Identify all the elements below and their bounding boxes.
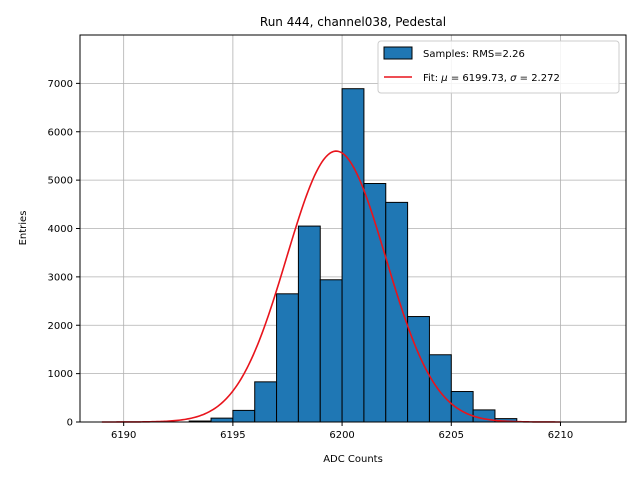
- legend-box: [377, 40, 620, 94]
- y-axis-ticks: 0 1000 2000 3000 4000 5000 6000 7000: [48, 79, 80, 429]
- chart-title: Run 444, channel038, Pedestal: [260, 15, 446, 29]
- legend-fit-label: Fit: μ = 6199.73, σ = 2.272: [423, 73, 560, 84]
- histogram-bar: [276, 293, 299, 423]
- x-tick-label: 6190: [111, 430, 136, 441]
- legend-samples-label: Samples: RMS=2.26: [423, 49, 525, 60]
- histogram-bar: [232, 409, 256, 423]
- histogram-bar: [319, 279, 343, 423]
- x-tick-label: 6200: [329, 430, 354, 441]
- x-tick-label: 6210: [548, 430, 573, 441]
- y-axis-label: Entries: [18, 211, 29, 246]
- x-tick-label: 6195: [220, 430, 245, 441]
- y-tick-label: 7000: [48, 79, 73, 90]
- gaussian-fit-curve: [101, 150, 561, 423]
- histogram-bars: [188, 88, 518, 423]
- histogram-bar: [428, 354, 452, 423]
- histogram-bar: [363, 183, 387, 423]
- legend: Samples: RMS=2.26 Fit: μ = 6199.73, σ = …: [377, 40, 620, 94]
- histogram-bar: [385, 201, 409, 423]
- y-tick-label: 0: [67, 418, 73, 429]
- histogram-bar: [210, 417, 234, 423]
- x-tick-label: 6205: [439, 430, 464, 441]
- histogram-bar: [341, 88, 365, 423]
- y-tick-label: 6000: [48, 127, 73, 138]
- x-axis-ticks: 6190 6195 6200 6205 6210: [111, 422, 573, 441]
- histogram-bar: [254, 381, 278, 423]
- y-tick-label: 5000: [48, 176, 73, 187]
- x-axis-label: ADC Counts: [323, 454, 383, 465]
- y-tick-label: 4000: [48, 224, 73, 235]
- histogram-bar: [297, 225, 321, 423]
- y-tick-label: 1000: [48, 369, 73, 380]
- y-tick-label: 2000: [48, 321, 73, 332]
- legend-samples-swatch: [383, 46, 413, 60]
- y-tick-label: 3000: [48, 272, 73, 283]
